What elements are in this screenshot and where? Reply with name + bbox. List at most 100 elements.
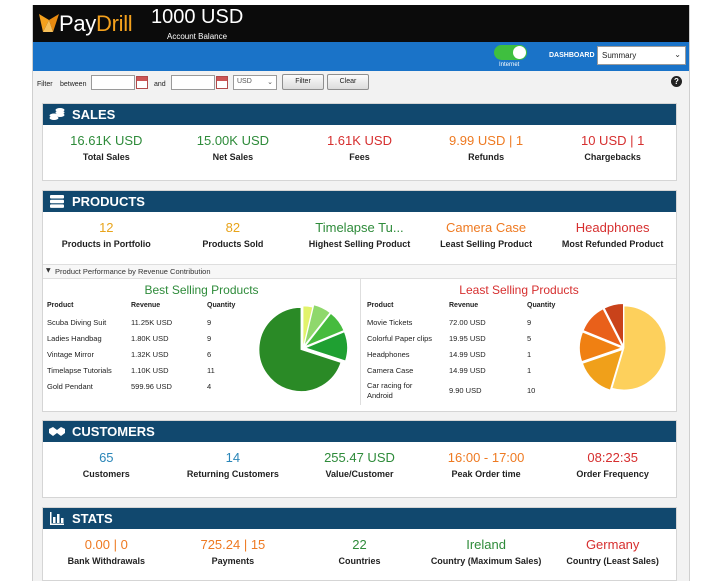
date-from-input[interactable] (91, 75, 135, 90)
sales-section: SALES 16.61K USD Total Sales 15.00K USD Ne… (42, 103, 677, 181)
section-header: STATS (43, 508, 676, 529)
internet-toggle[interactable] (494, 45, 527, 60)
app-window: PayDrill 1000 USD Account Balance Intern… (32, 5, 690, 581)
column-header-quantity: Quantity (207, 302, 236, 309)
least-selling-title: Least Selling Products (459, 283, 579, 297)
stat-customers: 65 Customers (82, 450, 130, 479)
cell-revenue: 14.99 USD (449, 350, 486, 359)
section-title: SALES (72, 107, 116, 122)
section-title: PRODUCTS (72, 194, 145, 209)
cell-product: Movie Tickets (367, 318, 413, 327)
cell-quantity: 9 (207, 334, 212, 343)
nav-bar: Internet DASHBOARD Summary ⌄ (33, 42, 689, 71)
pie-slice[interactable] (579, 331, 623, 363)
dashboard-select-value: Summary (602, 51, 637, 60)
cell-product: Headphones (367, 350, 410, 359)
column-header-revenue: Revenue (449, 302, 479, 309)
dashboard-select[interactable]: Summary ⌄ (597, 46, 686, 65)
pie-slice[interactable] (302, 305, 314, 349)
stat-highest-selling: Timelapse Tu... Highest Selling Product (308, 220, 411, 249)
stat-country-max-sales: Ireland Country (Maximum Sales) (430, 537, 542, 566)
cell-product: Gold Pendant (47, 382, 93, 391)
between-label: between (60, 81, 87, 88)
pie-slice[interactable] (258, 307, 342, 392)
stat-refunds: 9.99 USD | 1 Refunds (448, 133, 524, 162)
stat-payments: 725.24 | 15 Payments (200, 537, 266, 566)
stat-returning-customers: 14 Returning Customers (186, 450, 279, 479)
sales-stats: 16.61K USD Total Sales 15.00K USD Net Sale… (43, 125, 676, 169)
filter-label: Filter (37, 81, 53, 88)
best-selling-panel: Best Selling Products Product Revenue Qu… (43, 279, 360, 405)
cell-revenue: 1.80K USD (131, 334, 169, 343)
help-icon[interactable]: ? (671, 76, 682, 87)
best-selling-title: Best Selling Products (144, 283, 259, 297)
section-header: CUSTOMERS (43, 421, 676, 442)
stat-country-least-sales: Germany Country (Least Sales) (566, 537, 659, 566)
dashboard-label: DASHBOARD (549, 52, 595, 59)
calendar-icon[interactable] (216, 76, 228, 89)
stat-peak-order-time: 16:00 - 17:00 Peak Order time (447, 450, 525, 479)
stat-chargebacks: 10 USD | 1 Chargebacks (580, 133, 645, 162)
performance-collapse-toggle[interactable]: ▼ Product Performance by Revenue Contrib… (43, 264, 676, 279)
section-title: STATS (72, 511, 113, 526)
filter-button[interactable]: Filter (282, 74, 324, 90)
handshake-icon (49, 427, 65, 436)
and-label: and (154, 81, 166, 88)
cell-quantity: 9 (207, 318, 212, 327)
date-to-input[interactable] (171, 75, 215, 90)
pie-slice[interactable] (303, 312, 345, 348)
section-header: PRODUCTS (43, 191, 676, 212)
cell-product: Car racing for Android (367, 381, 413, 400)
pie-slice[interactable] (303, 304, 331, 346)
customers-stats: 65 Customers 14 Returning Customers 255.47… (43, 442, 676, 486)
internet-label: Internet (499, 62, 520, 68)
bar-chart-icon (50, 512, 64, 525)
stat-products-sold: 82 Products Sold (202, 220, 264, 249)
stat-fees: 1.61K USD Fees (326, 133, 392, 162)
clear-button[interactable]: Clear (327, 74, 369, 90)
pie-slice[interactable] (603, 303, 624, 346)
filter-bar: Filter between and USD ⌄ Filter Clear ? (33, 71, 689, 99)
account-balance-label: Account Balance (167, 32, 228, 41)
calendar-icon[interactable] (136, 76, 148, 89)
cell-revenue: 14.99 USD (449, 366, 486, 375)
cell-quantity: 11 (207, 366, 215, 375)
pie-slice[interactable] (611, 305, 667, 391)
cell-quantity: 1 (527, 350, 532, 359)
cell-revenue: 19.95 USD (449, 334, 486, 343)
stats-stats: 0.00 | 0 Bank Withdrawals 725.24 | 15 Paym… (43, 529, 676, 573)
cell-product: Scuba Diving Suit (47, 318, 107, 327)
cell-quantity: 9 (527, 318, 532, 327)
cell-product: Ladies Handbag (47, 334, 102, 343)
products-stats: 12 Products in Portfolio 82 Products Sold … (43, 212, 676, 256)
least-selling-pie-chart (579, 303, 667, 391)
stats-section: STATS 0.00 | 0 Bank Withdrawals 725.24 | … (42, 507, 677, 581)
account-balance-value: 1000 USD (151, 6, 244, 28)
stat-least-selling: Camera Case Least Selling Product (440, 220, 533, 249)
database-icon (50, 195, 64, 208)
stat-value-per-customer: 255.47 USD Value/Customer (324, 450, 395, 479)
stat-products-portfolio: 12 Products in Portfolio (61, 220, 151, 249)
column-header-revenue: Revenue (131, 302, 161, 309)
stat-net-sales: 15.00K USD Net Sales (196, 133, 270, 162)
column-header-product: Product (367, 302, 394, 309)
stat-order-frequency: 08:22:35 Order Frequency (576, 450, 649, 479)
cell-quantity: 10 (527, 386, 536, 395)
chevron-down-icon: ⌄ (674, 50, 681, 59)
cell-product: Vintage Mirror (47, 350, 94, 359)
section-header: SALES (43, 104, 676, 125)
column-header-quantity: Quantity (527, 302, 556, 309)
best-selling-pie-chart (258, 304, 348, 392)
pie-slice[interactable] (582, 308, 624, 348)
performance-title: Product Performance by Revenue Contribut… (55, 267, 211, 276)
chevron-down-icon: ⌄ (267, 79, 273, 86)
stat-most-refunded: Headphones Most Refunded Product (561, 220, 664, 249)
top-header: PayDrill 1000 USD Account Balance (33, 5, 689, 42)
currency-select[interactable]: USD ⌄ (233, 75, 277, 90)
pie-slice[interactable] (304, 331, 348, 362)
toggle-knob (513, 46, 526, 59)
products-section: PRODUCTS 12 Products in Portfolio 82 Produ… (42, 190, 677, 412)
cell-revenue: 9.90 USD (449, 386, 482, 395)
pie-slice[interactable] (582, 349, 623, 391)
caret-down-icon: ▼ (46, 267, 51, 274)
